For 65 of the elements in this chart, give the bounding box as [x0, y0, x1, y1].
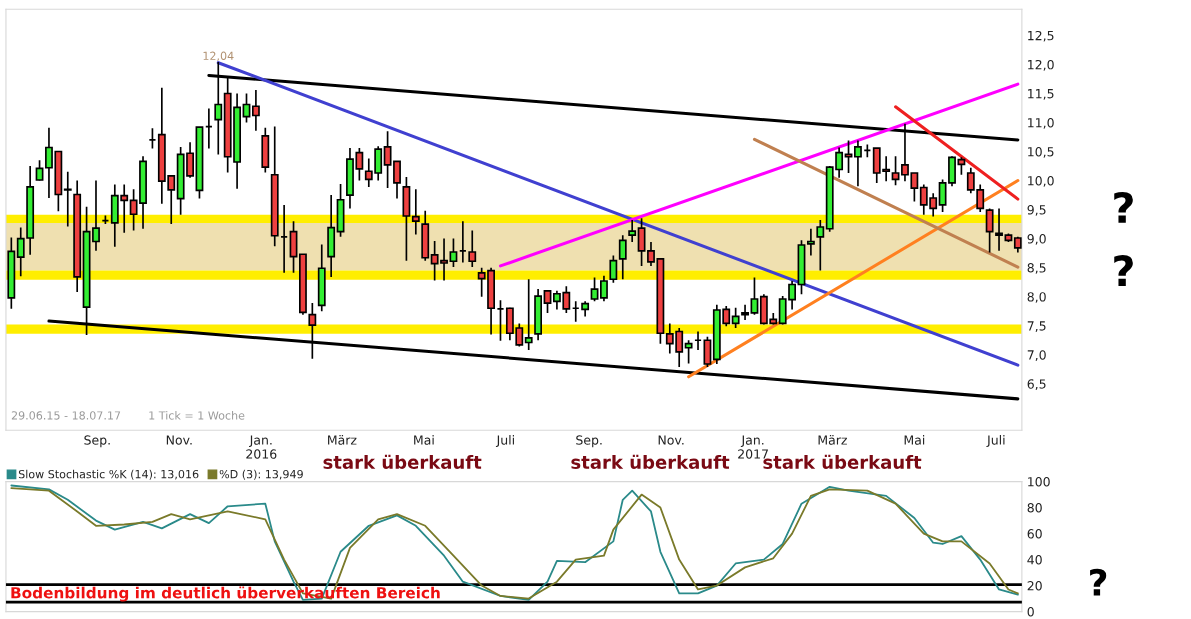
- candlestick: [468, 229, 477, 268]
- x-tick-label: Sep.: [84, 435, 110, 448]
- candlestick: [411, 188, 420, 236]
- candlestick: [985, 207, 994, 254]
- candlestick: [251, 89, 260, 132]
- annotation: 12,04: [203, 51, 234, 62]
- x-tick-label: Mai: [414, 435, 434, 445]
- y-tick-label: 7,5: [1027, 321, 1046, 332]
- y-tick-label: 12,0: [1028, 59, 1054, 71]
- x-tick-label: Nov.: [166, 435, 192, 445]
- y-tick-label: 40: [1027, 555, 1042, 565]
- candlestick: [524, 278, 533, 351]
- x-tick-label: Jan. 2016: [246, 435, 277, 459]
- candlestick: [703, 335, 712, 368]
- candlestick: [854, 139, 862, 188]
- candlestick: [242, 92, 251, 124]
- candlestick: [628, 219, 637, 243]
- legend-label: %D (3): 13,949: [219, 469, 303, 480]
- y-tick-label: 11,0: [1028, 117, 1054, 129]
- candlestick: [816, 219, 825, 272]
- annotation: 1 Tick = 1 Woche: [149, 411, 245, 420]
- candlestick: [600, 274, 608, 303]
- text: stark überkauft: [571, 454, 730, 469]
- y-tick-label: 11,5: [1028, 89, 1054, 100]
- text: ?: [1114, 255, 1133, 286]
- x-tick-label: März: [818, 435, 847, 445]
- candlestick: [449, 237, 458, 268]
- x-tick-label: Juli: [986, 435, 1005, 448]
- text: ?: [1090, 568, 1107, 596]
- text: ?: [1114, 191, 1133, 223]
- y-tick-label: 10,5: [1028, 147, 1054, 158]
- y-tick-label: 0: [1027, 607, 1034, 617]
- x-tick-label: März: [328, 435, 357, 445]
- y-tick-label: 12,5: [1028, 30, 1054, 42]
- candlestick: [684, 339, 693, 365]
- y-tick-label: 9,0: [1027, 234, 1046, 245]
- y-tick-label: 8,0: [1027, 292, 1046, 303]
- candlestick: [731, 306, 740, 329]
- x-tick-label: Mai: [904, 435, 925, 445]
- y-tick-label: 80: [1027, 503, 1042, 513]
- y-tick-label: 10,0: [1028, 176, 1054, 187]
- y-tick-label: 8,5: [1027, 263, 1046, 274]
- y-tick-label: 60: [1027, 529, 1042, 539]
- candlestick: [995, 207, 1003, 252]
- candlestick: [609, 254, 618, 284]
- candlestick: [806, 227, 815, 257]
- x-tick-label: Nov.: [658, 435, 684, 445]
- candlestick: [543, 290, 552, 314]
- y-tick-label: 20: [1027, 581, 1042, 591]
- x-tick-label: Juli: [495, 435, 514, 448]
- candlestick: [35, 159, 44, 182]
- candlestick: [618, 234, 627, 281]
- y-tick-label: 100: [1028, 477, 1050, 487]
- candlestick: [750, 276, 759, 316]
- y-tick-label: 7,0: [1027, 350, 1046, 361]
- annotation: 29.06.15 - 18.07.17: [11, 411, 121, 420]
- y-tick-label: 6,5: [1027, 379, 1046, 390]
- text: stark überkauft: [323, 454, 482, 469]
- candlestick: [590, 276, 599, 303]
- legend-label: Slow Stochastic %K (14): 13,016: [18, 469, 199, 480]
- candlestick: [63, 171, 72, 228]
- y-tick-label: 9,5: [1027, 205, 1046, 216]
- candlestick: [844, 139, 853, 174]
- candlestick: [891, 155, 900, 187]
- x-tick-label: Sep.: [576, 435, 602, 448]
